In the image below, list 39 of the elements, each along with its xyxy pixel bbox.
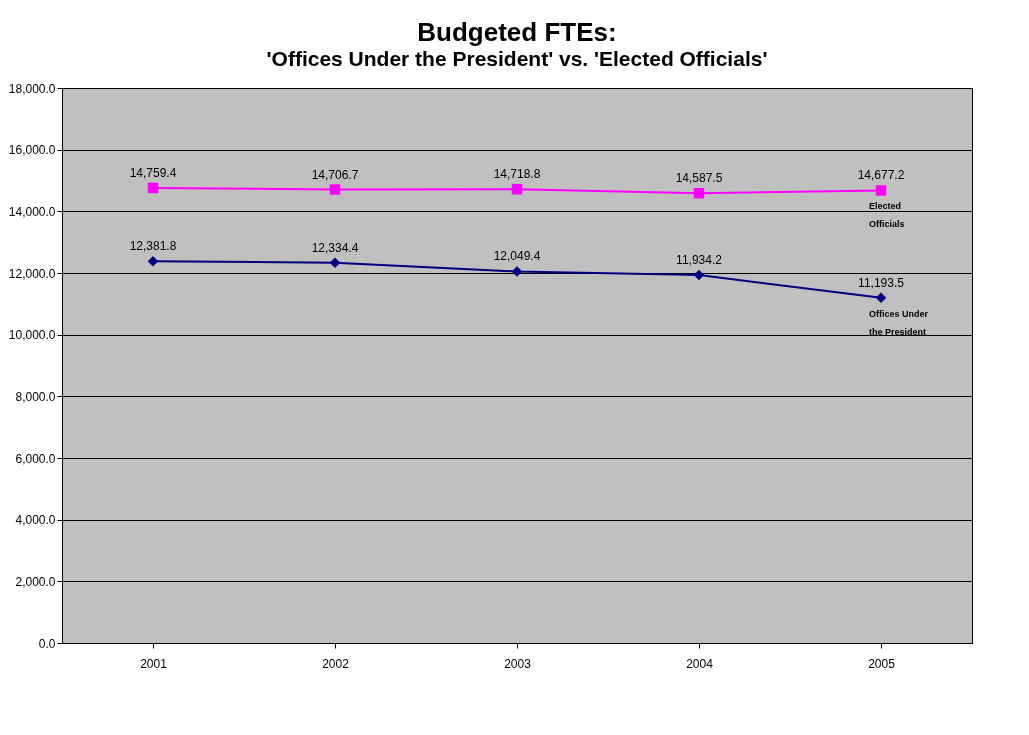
y-tick-label: 14,000.0: [8, 204, 56, 219]
x-tick-label: 2003: [504, 656, 532, 671]
point: [511, 266, 523, 277]
data-label: 14,706.7: [311, 167, 359, 182]
data-label: 12,049.4: [493, 249, 541, 264]
data-label: 11,193.5: [858, 275, 905, 290]
y-tick-label: 4,000.0: [15, 513, 56, 528]
series-label: Offices Under the President: [869, 308, 929, 337]
y-tick-label: 12,000.0: [8, 266, 56, 281]
point: [693, 187, 705, 199]
y-tick-label: 8,000.0: [15, 389, 56, 404]
x-tick-label: 2005: [868, 656, 896, 671]
x-tick-label: 2002: [322, 656, 350, 671]
y-tick-label: 0.0: [38, 636, 56, 651]
point: [511, 183, 523, 195]
chart-title: Budgeted FTEs:: [417, 17, 617, 47]
data-label: 11,934.2: [676, 253, 723, 268]
y-tick-label: 10,000.0: [8, 328, 56, 343]
series-label: Elected Officials: [869, 201, 905, 230]
data-label: 14,587.5: [675, 171, 723, 186]
chart-subtitle: 'Offices Under the President' vs. 'Elected Officials': [266, 47, 768, 70]
x-tick-label: 2004: [686, 656, 714, 671]
point: [147, 255, 159, 267]
point: [875, 292, 887, 304]
data-label: 12,381.8: [129, 239, 177, 254]
y-tick-label: 2,000.0: [15, 574, 56, 589]
point: [329, 184, 341, 195]
y-tick-label: 16,000.0: [8, 143, 56, 158]
point: [329, 257, 341, 268]
data-label: 12,334.4: [311, 240, 359, 255]
point: [147, 182, 159, 194]
data-label: 14,759.4: [129, 165, 177, 180]
point: [693, 269, 705, 281]
point: [875, 185, 887, 196]
data-label: 14,677.2: [857, 168, 905, 183]
y-tick-label: 18,000.0: [8, 81, 56, 96]
x-tick-label: 2001: [140, 656, 168, 671]
y-tick-label: 6,000.0: [15, 451, 56, 466]
data-label: 14,718.8: [493, 167, 541, 182]
